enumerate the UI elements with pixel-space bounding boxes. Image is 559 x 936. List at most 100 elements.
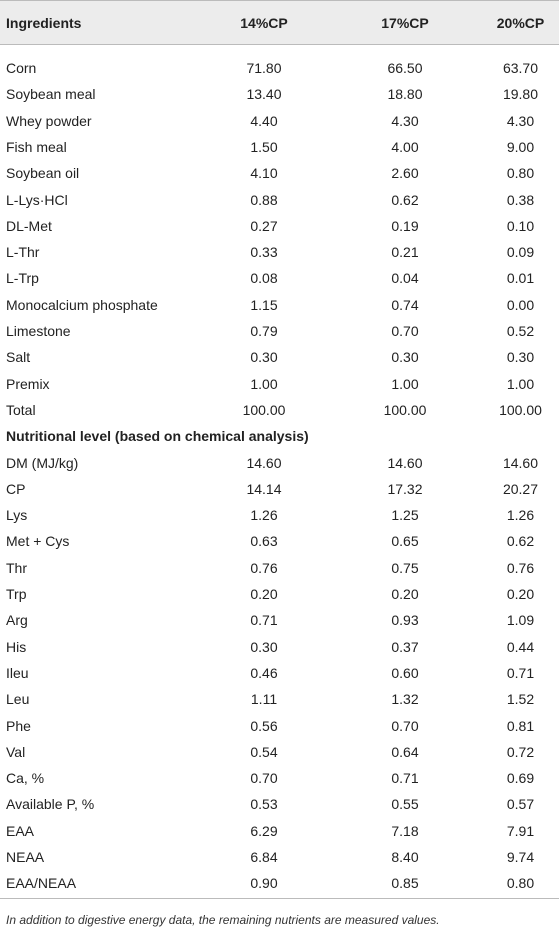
value-cell: 6.29: [250, 822, 278, 839]
value-cell: 1.00: [250, 375, 278, 392]
value-cell: 0.80: [506, 165, 535, 182]
value-cell: 17.32: [387, 480, 423, 497]
row-label: DL-Met: [6, 217, 52, 234]
value-cell: 0.19: [391, 217, 419, 234]
column-header: Ingredients: [6, 14, 82, 31]
value-cell: 0.27: [250, 217, 278, 234]
row-label: Limestone: [6, 323, 71, 339]
row-label: L-Trp: [6, 270, 39, 287]
value-cell: 1.00: [506, 375, 535, 392]
value-cell: 0.81: [506, 717, 535, 734]
row-label: Val: [6, 743, 26, 760]
value-cell: 14.60: [387, 454, 423, 471]
value-cell: 0.76: [250, 559, 278, 576]
value-cell: 1.32: [391, 691, 419, 708]
value-cell: 0.63: [250, 533, 278, 550]
value-cell: 14.60: [502, 454, 539, 471]
value-cell: 0.88: [250, 191, 278, 208]
value-cell: 0.52: [506, 323, 535, 339]
value-cell: 0.38: [506, 191, 535, 208]
value-cell: 1.15: [250, 296, 278, 313]
row-label: L-Thr: [6, 244, 40, 261]
row-label: Ileu: [6, 664, 29, 681]
value-cell: 0.90: [250, 875, 278, 892]
value-cell: 0.75: [391, 559, 419, 576]
value-cell: 0.53: [250, 796, 278, 813]
value-cell: 4.00: [391, 138, 419, 155]
value-cell: 0.21: [391, 244, 419, 261]
value-cell: 66.50: [387, 60, 423, 76]
value-cell: 0.69: [506, 770, 535, 787]
value-cell: 0.10: [506, 217, 535, 234]
row-label: Total: [6, 401, 36, 418]
row-label: NEAA: [6, 849, 45, 865]
value-cell: 1.25: [391, 507, 419, 524]
value-cell: 0.08: [250, 270, 278, 287]
row-label: His: [6, 638, 27, 655]
value-cell: 1.52: [506, 691, 535, 708]
value-cell: 7.18: [391, 822, 419, 839]
value-cell: 0.70: [391, 323, 419, 339]
column-header: 14%CP: [240, 14, 288, 31]
row-label: Corn: [6, 60, 37, 76]
value-cell: 0.04: [391, 270, 419, 287]
value-cell: 1.26: [250, 507, 278, 524]
value-cell: 0.01: [506, 270, 535, 287]
row-label: DM (MJ/kg): [6, 454, 79, 471]
row-label: Salt: [6, 349, 31, 366]
header-band: [0, 0, 559, 45]
row-label: Monocalcium phosphate: [6, 296, 158, 313]
column-header: 20%CP: [496, 14, 545, 31]
value-cell: 0.71: [391, 770, 419, 787]
value-cell: 0.62: [506, 533, 535, 550]
row-label: Whey powder: [6, 112, 92, 129]
row-label: Trp: [6, 586, 27, 602]
value-cell: 0.00: [506, 296, 535, 313]
row-label: Soybean oil: [6, 165, 80, 182]
value-cell: 100.00: [499, 401, 542, 418]
value-cell: 0.74: [391, 296, 419, 313]
row-label: L-Lys·HCl: [6, 191, 68, 208]
value-cell: 0.72: [506, 743, 535, 760]
value-cell: 71.80: [246, 60, 282, 76]
row-label: Thr: [6, 559, 27, 576]
value-cell: 0.09: [506, 244, 535, 261]
value-cell: 4.30: [506, 112, 535, 129]
value-cell: 13.40: [246, 86, 282, 103]
value-cell: 8.40: [391, 849, 419, 865]
value-cell: 0.56: [250, 717, 278, 734]
value-cell: 0.30: [250, 349, 278, 366]
row-label: Premix: [6, 375, 50, 392]
value-cell: 20.27: [502, 480, 539, 497]
value-cell: 0.60: [391, 664, 419, 681]
row-label: Soybean meal: [6, 86, 96, 103]
value-cell: 0.30: [506, 349, 535, 366]
value-cell: 14.14: [246, 480, 282, 497]
value-cell: 0.76: [506, 559, 535, 576]
value-cell: 0.65: [391, 533, 419, 550]
row-label: Arg: [6, 612, 28, 629]
value-cell: 9.74: [506, 849, 535, 865]
value-cell: 0.20: [506, 586, 535, 602]
value-cell: 1.11: [250, 691, 278, 708]
value-cell: 0.79: [250, 323, 278, 339]
bottom-rule: [0, 898, 559, 899]
section-title: Nutritional level (based on chemical ana…: [6, 428, 309, 445]
row-label: Leu: [6, 691, 30, 708]
value-cell: 7.91: [506, 822, 535, 839]
value-cell: 0.55: [391, 796, 419, 813]
value-cell: 0.46: [250, 664, 278, 681]
value-cell: 0.71: [506, 664, 535, 681]
row-label: EAA/NEAA: [6, 875, 77, 892]
value-cell: 100.00: [383, 401, 427, 418]
row-label: Lys: [6, 507, 28, 524]
value-cell: 1.50: [250, 138, 278, 155]
row-label: Available P, %: [6, 796, 95, 813]
value-cell: 0.70: [250, 770, 278, 787]
value-cell: 4.10: [250, 165, 278, 182]
value-cell: 100.00: [242, 401, 286, 418]
value-cell: 0.20: [391, 586, 419, 602]
value-cell: 0.30: [250, 638, 278, 655]
footnote: In addition to digestive energy data, th…: [6, 913, 440, 927]
value-cell: 0.64: [391, 743, 419, 760]
